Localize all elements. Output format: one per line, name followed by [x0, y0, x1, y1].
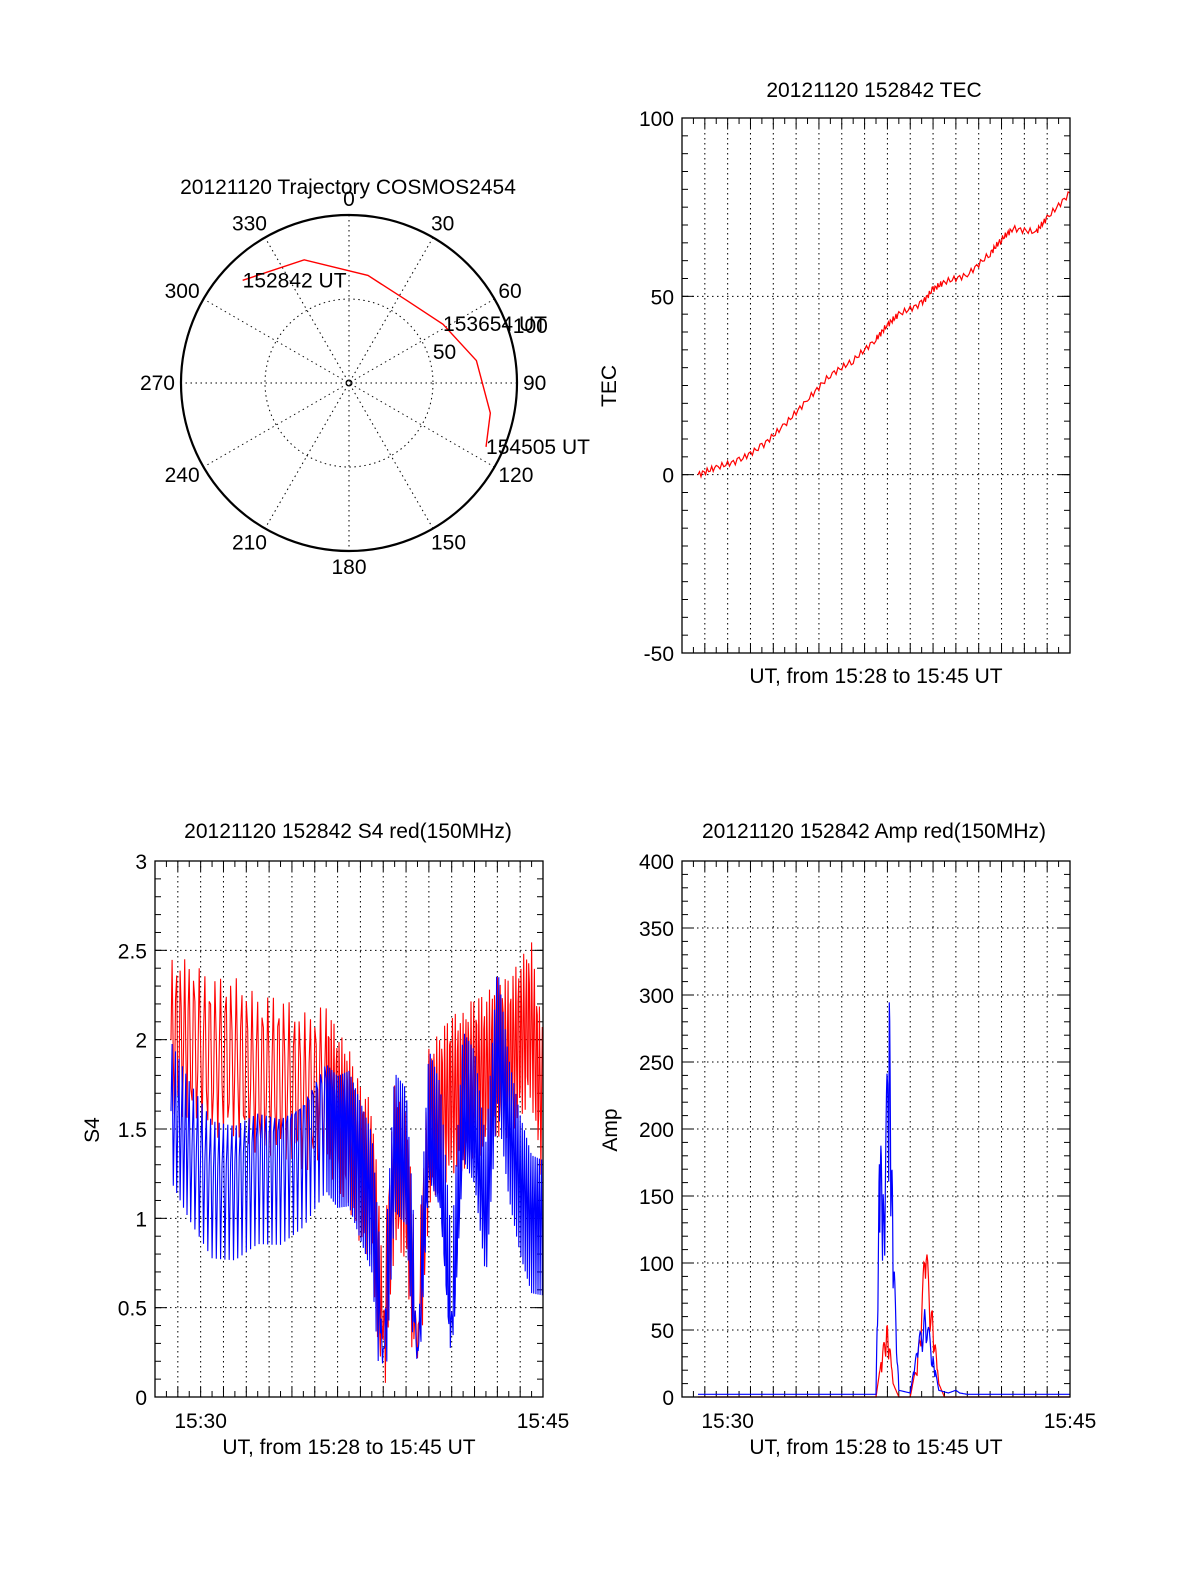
tec-plot: 20121120 152842 TEC 100 50 0 -50 UT, from 1… [598, 79, 1071, 688]
radial-label-100: 100 [513, 315, 548, 338]
radial-label-50: 50 [433, 341, 456, 364]
p3-ytick-2.5: 2.5 [118, 940, 147, 963]
azimuth-label-60: 60 [498, 280, 521, 303]
amp-line-red [698, 1254, 1070, 1398]
amp-title: 20121120 152842 Amp red(150MHz) [702, 820, 1046, 843]
trajectory-annotation-0: 152842 UT [243, 269, 347, 292]
p4-ytick-0: 0 [662, 1387, 674, 1410]
polar-spoke-120 [203, 298, 495, 468]
s4-series-lines [170, 942, 543, 1383]
polar-ring-50 [264, 298, 434, 468]
s4-y-ticks: 3 2.5 2 1.5 1 0.5 0 [118, 851, 147, 1410]
azimuth-labels: 0 30 60 90 120 150 180 210 240 270 300 330 [140, 188, 546, 579]
p2-ytick-50: 50 [651, 286, 674, 309]
amp-grid [681, 860, 1071, 1398]
azimuth-label-120: 120 [498, 464, 533, 487]
p2-ytick-100: 100 [639, 108, 674, 131]
p4-ytick-100: 100 [639, 1253, 674, 1276]
polar-grid [181, 215, 517, 551]
azimuth-label-240: 240 [165, 464, 200, 487]
amp-line-blue [698, 1002, 1070, 1395]
amp-series-lines [698, 1002, 1070, 1398]
p3-ytick-3: 3 [135, 851, 147, 874]
p4-xtick-1530: 15:30 [701, 1410, 754, 1433]
polar-spoke-150 [264, 237, 434, 529]
p3-ytick-0: 0 [135, 1387, 147, 1410]
azimuth-label-180: 180 [331, 556, 366, 579]
amp-ylabel: Amp [599, 1108, 622, 1151]
trajectory-annotation-2: 154505 UT [486, 436, 590, 459]
tec-plot-frame [681, 117, 1071, 654]
p2-ytick-0: 0 [662, 465, 674, 488]
amp-xlabel: UT, from 15:28 to 15:45 UT [749, 1436, 1002, 1459]
s4-xlabel: UT, from 15:28 to 15:45 UT [222, 1436, 475, 1459]
s4-title: 20121120 152842 S4 red(150MHz) [184, 820, 512, 843]
trajectory-polar-plot: 20121120 Trajectory COSMOS2454 0 30 60 90 12… [140, 176, 590, 579]
azimuth-label-30: 30 [431, 213, 454, 236]
polar-spoke-30 [264, 237, 434, 529]
p4-ytick-400: 400 [639, 851, 674, 874]
azimuth-label-300: 300 [165, 280, 200, 303]
amp-plot: 20121120 152842 Amp red(150MHz) 400 350 30… [599, 820, 1096, 1459]
azimuth-label-150: 150 [431, 531, 466, 554]
tec-series-line [697, 191, 1071, 479]
radial-labels: 50 100 [433, 315, 548, 364]
tec-xlabel: UT, from 15:28 to 15:45 UT [749, 665, 1002, 688]
tec-title: 20121120 152842 TEC [766, 79, 981, 102]
p3-ytick-1: 1 [135, 1208, 147, 1231]
p3-xtick-1530: 15:30 [174, 1410, 227, 1433]
p4-ytick-50: 50 [651, 1320, 674, 1343]
p4-ytick-300: 300 [639, 985, 674, 1008]
azimuth-label-210: 210 [232, 531, 267, 554]
p4-ytick-150: 150 [639, 1186, 674, 1209]
tec-grid [681, 117, 1071, 654]
azimuth-label-270: 270 [140, 372, 175, 395]
trajectory-annotation-1: 153654 UT [443, 313, 547, 336]
azimuth-label-0: 0 [343, 188, 355, 211]
polar-outer-ring [179, 213, 519, 553]
p4-ytick-250: 250 [639, 1052, 674, 1075]
amp-plot-frame [681, 860, 1071, 1398]
s4-ylabel: S4 [81, 1117, 104, 1143]
trajectory-title: 20121120 Trajectory COSMOS2454 [180, 176, 516, 199]
tec-ylabel: TEC [598, 365, 621, 407]
amp-y-ticks: 400 350 300 250 200 150 100 50 0 [639, 851, 674, 1410]
s4-plot: 20121120 152842 S4 red(150MHz) 3 2.5 2 1.5 1… [81, 820, 569, 1459]
s4-plot-frame [154, 860, 544, 1398]
amp-x-ticks: 15:30 15:45 [701, 1410, 1096, 1433]
p3-xtick-1545: 15:45 [517, 1410, 570, 1433]
tec-y-ticks: 100 50 0 -50 [639, 108, 674, 666]
p4-ytick-350: 350 [639, 918, 674, 941]
s4-x-ticks: 15:30 15:45 [174, 1410, 569, 1433]
p3-ytick-2: 2 [135, 1030, 147, 1053]
p4-ytick-200: 200 [639, 1119, 674, 1142]
p2-ytick--50: -50 [644, 643, 674, 666]
p3-ytick-1.5: 1.5 [118, 1119, 147, 1142]
s4-line-blue [170, 976, 543, 1364]
trajectory-path [242, 259, 492, 447]
p4-xtick-1545: 15:45 [1044, 1410, 1097, 1433]
azimuth-label-330: 330 [232, 213, 267, 236]
trajectory-annotations: 152842 UT 153654 UT 154505 UT [243, 269, 590, 459]
p3-ytick-0.5: 0.5 [118, 1298, 147, 1321]
azimuth-label-90: 90 [523, 372, 546, 395]
